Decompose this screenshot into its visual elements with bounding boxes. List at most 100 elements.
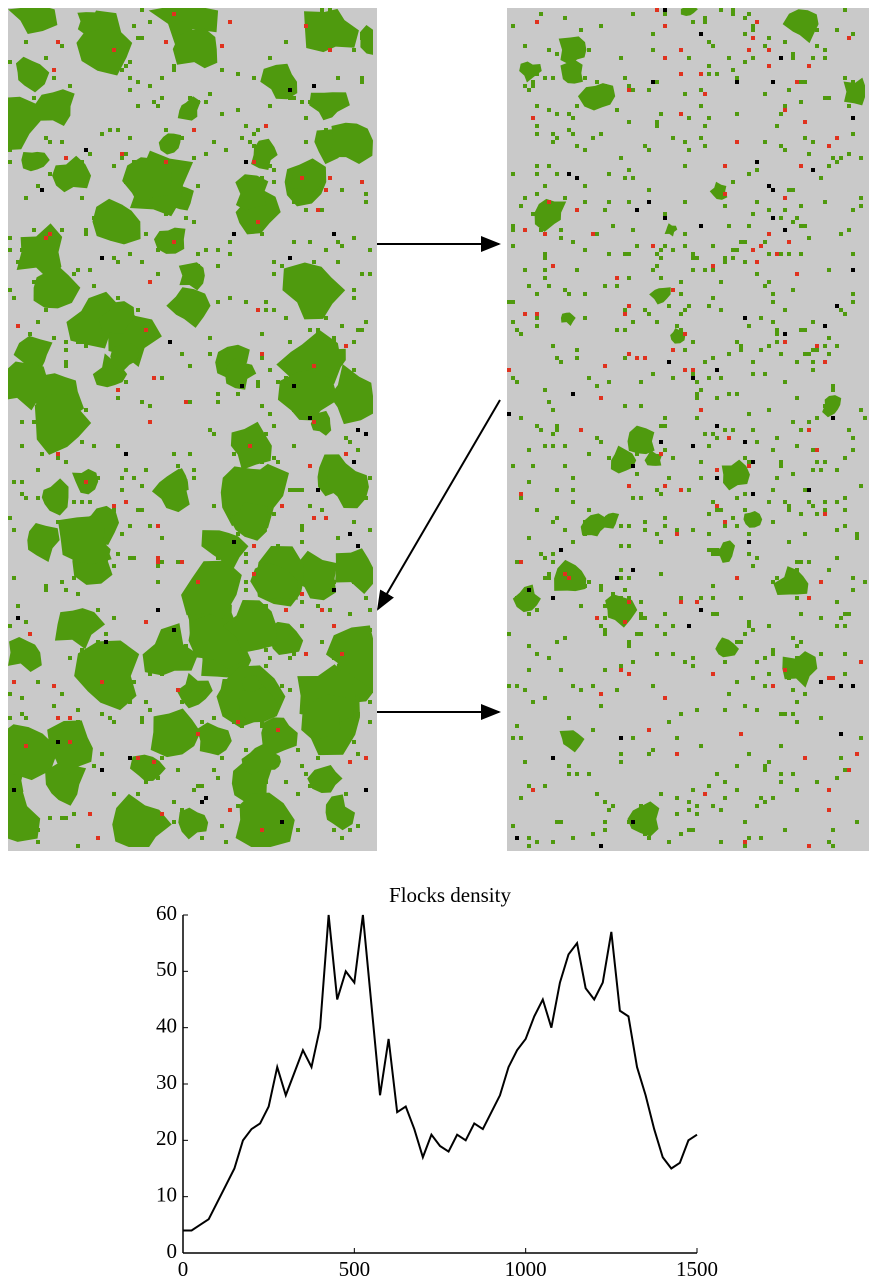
cell: [164, 244, 168, 248]
cell: [623, 176, 627, 180]
cell: [124, 500, 128, 504]
cell: [276, 380, 280, 384]
cell-cluster: [129, 754, 166, 782]
cell: [851, 116, 855, 120]
cell: [300, 524, 304, 528]
cell: [679, 112, 683, 116]
cell: [703, 144, 707, 148]
cell: [819, 176, 823, 180]
cell: [60, 580, 64, 584]
cell: [16, 260, 20, 264]
cell: [715, 396, 719, 400]
cell: [619, 664, 623, 668]
cell: [112, 564, 116, 568]
cell: [360, 660, 364, 664]
cell: [551, 520, 555, 524]
cell: [288, 92, 292, 96]
cell: [751, 676, 755, 680]
cell: [228, 296, 232, 300]
cell: [96, 640, 100, 644]
cell: [699, 744, 703, 748]
cell: [292, 408, 296, 412]
cell-cluster: [13, 335, 53, 371]
cell: [140, 8, 144, 12]
cell: [84, 480, 88, 484]
cell: [551, 444, 555, 448]
cell: [739, 344, 743, 348]
cell: [156, 776, 160, 780]
cell: [751, 24, 755, 28]
cell: [847, 36, 851, 40]
cell: [751, 56, 755, 60]
cell: [555, 112, 559, 116]
cell: [543, 252, 547, 256]
cell: [44, 308, 48, 312]
cell: [312, 580, 316, 584]
cell: [743, 316, 747, 320]
cell: [859, 156, 863, 160]
cell: [739, 640, 743, 644]
cell: [260, 232, 264, 236]
cell: [767, 64, 771, 68]
cell: [160, 756, 164, 760]
cell: [140, 508, 144, 512]
cell: [803, 224, 807, 228]
cell: [707, 116, 711, 120]
cell: [695, 416, 699, 420]
y-tick-label: 10: [156, 1182, 177, 1206]
cell: [619, 752, 623, 756]
cell: [635, 244, 639, 248]
cell: [723, 428, 727, 432]
cell-cluster: [235, 792, 295, 847]
cell: [615, 576, 619, 580]
cell: [627, 200, 631, 204]
cell: [120, 156, 124, 160]
cell: [743, 704, 747, 708]
cell: [232, 720, 236, 724]
cell: [659, 256, 663, 260]
cell: [787, 252, 791, 256]
cell: [779, 112, 783, 116]
cell: [759, 348, 763, 352]
cell: [316, 604, 320, 608]
cell: [204, 796, 208, 800]
cell: [124, 180, 128, 184]
cell: [60, 228, 64, 232]
cell: [615, 688, 619, 692]
cell: [52, 424, 56, 428]
cell: [707, 532, 711, 536]
cell: [579, 28, 583, 32]
cell: [132, 764, 136, 768]
grid-right: [507, 8, 869, 851]
cell: [631, 228, 635, 232]
cell: [332, 232, 336, 236]
cell: [631, 176, 635, 180]
cell: [252, 480, 256, 484]
cell: [719, 808, 723, 812]
cell: [603, 668, 607, 672]
cell: [192, 736, 196, 740]
cell: [535, 324, 539, 328]
cell-cluster: [27, 522, 60, 563]
cell: [603, 604, 607, 608]
cell: [731, 68, 735, 72]
cell: [547, 48, 551, 52]
cell: [855, 536, 859, 540]
cell: [180, 740, 184, 744]
cell: [603, 628, 607, 632]
cell: [775, 476, 779, 480]
cell: [228, 352, 232, 356]
cell: [755, 160, 759, 164]
cell: [108, 716, 112, 720]
cell: [723, 780, 727, 784]
cell: [835, 528, 839, 532]
cell: [332, 624, 336, 628]
cell: [356, 328, 360, 332]
cell: [799, 612, 803, 616]
cell: [755, 708, 759, 712]
cell: [811, 320, 815, 324]
cell: [80, 500, 84, 504]
cell: [535, 124, 539, 128]
cell: [88, 544, 92, 548]
cell: [356, 428, 360, 432]
